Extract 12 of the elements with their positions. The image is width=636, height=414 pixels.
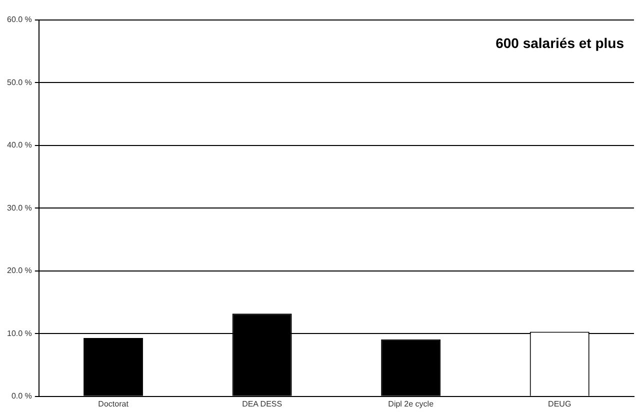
x-tick-label: DEA DESS xyxy=(242,399,282,408)
y-tick-label: 50.0 % xyxy=(7,78,32,87)
y-tick-label: 60.0 % xyxy=(7,15,32,24)
y-tick-label: 40.0 % xyxy=(7,140,32,150)
text: 600 salariés et plus xyxy=(496,34,624,51)
y-tick-label: 20.0 % xyxy=(7,266,32,276)
y-tick-label: 0.0 % xyxy=(11,392,32,401)
x-tick-label: DEUG xyxy=(548,399,572,408)
y-tick-label: 10.0 % xyxy=(7,328,32,338)
x-tick-label: Dipl 2e cycle xyxy=(388,399,434,408)
y-tick-label: 30.0 % xyxy=(7,203,32,212)
x-tick-label: Doctorat xyxy=(98,399,130,408)
